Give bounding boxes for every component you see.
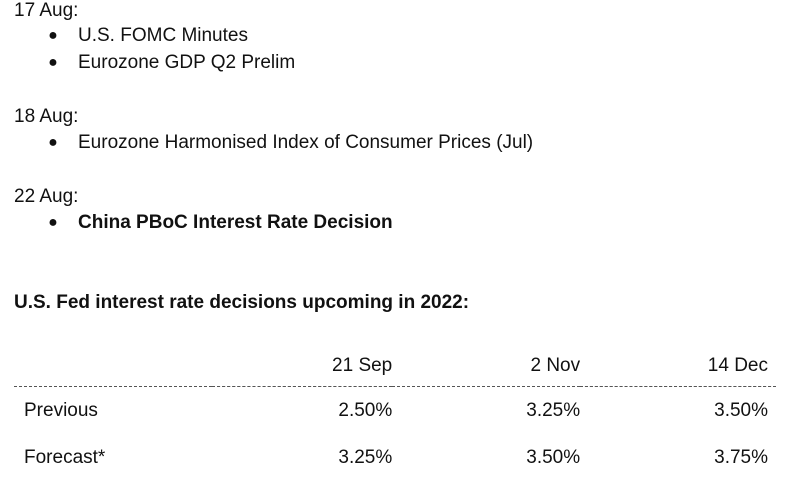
event-label: Eurozone GDP Q2 Prelim bbox=[78, 52, 296, 73]
event-item: ● Eurozone GDP Q2 Prelim bbox=[0, 49, 295, 76]
rate-cell: 3.50% bbox=[526, 446, 581, 468]
date-heading-17-aug: 17 Aug: bbox=[14, 0, 79, 21]
bullet-icon: ● bbox=[48, 134, 58, 151]
event-item: ● Eurozone Harmonised Index of Consumer … bbox=[0, 129, 533, 156]
date-heading-22-aug: 22 Aug: bbox=[14, 186, 79, 207]
event-label: Eurozone Harmonised Index of Consumer Pr… bbox=[78, 132, 534, 153]
rate-cell: 3.25% bbox=[526, 399, 581, 421]
event-list-22-aug: ● China PBoC Interest Rate Decision bbox=[0, 209, 393, 236]
table-row-previous: Previous 2.50% 3.25% 3.50% bbox=[14, 387, 776, 435]
column-header-14-dec: 14 Dec bbox=[707, 355, 768, 376]
table-row-forecast: Forecast* 3.25% 3.50% 3.75% bbox=[14, 434, 776, 481]
rate-cell: 3.75% bbox=[714, 446, 768, 468]
date-heading-18-aug: 18 Aug: bbox=[14, 106, 79, 127]
bullet-icon: ● bbox=[48, 214, 58, 231]
rate-cell: 2.50% bbox=[338, 399, 393, 421]
column-header-21-sep: 21 Sep bbox=[332, 355, 393, 376]
event-item: ● China PBoC Interest Rate Decision bbox=[0, 209, 393, 236]
bullet-icon: ● bbox=[48, 54, 58, 71]
event-label: China PBoC Interest Rate Decision bbox=[78, 212, 393, 233]
rate-cell: 3.50% bbox=[714, 399, 768, 421]
row-label: Forecast* bbox=[24, 446, 106, 468]
fed-rates-table: 21 Sep 2 Nov 14 Dec Previous 2.50% 3.25%… bbox=[14, 346, 776, 481]
column-header-2-nov: 2 Nov bbox=[530, 355, 581, 376]
event-label: U.S. FOMC Minutes bbox=[78, 25, 248, 46]
row-label: Previous bbox=[24, 399, 98, 421]
table-header-row: 21 Sep 2 Nov 14 Dec bbox=[14, 346, 776, 387]
event-list-17-aug: ● U.S. FOMC Minutes ● Eurozone GDP Q2 Pr… bbox=[0, 22, 295, 76]
event-item: ● U.S. FOMC Minutes bbox=[0, 22, 295, 49]
bullet-icon: ● bbox=[48, 27, 58, 44]
event-list-18-aug: ● Eurozone Harmonised Index of Consumer … bbox=[0, 129, 533, 156]
rate-cell: 3.25% bbox=[338, 446, 393, 468]
column-header-blank bbox=[14, 346, 212, 387]
fed-section-title: U.S. Fed interest rate decisions upcomin… bbox=[14, 292, 470, 313]
